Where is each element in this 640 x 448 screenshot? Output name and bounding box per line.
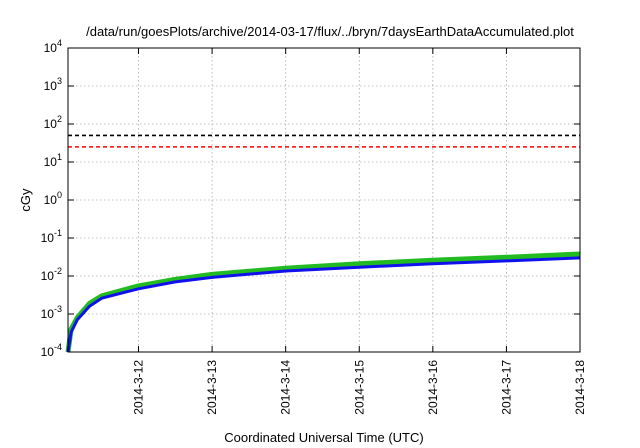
y-tick-label: 10-3 bbox=[41, 304, 62, 321]
x-tick-label: 2014-3-16 bbox=[426, 360, 440, 415]
y-tick-label: 100 bbox=[44, 190, 62, 207]
x-tick-label: 2014-3-18 bbox=[573, 360, 587, 415]
chart-title: /data/run/goesPlots/archive/2014-03-17/f… bbox=[86, 24, 574, 39]
y-tick-label: 101 bbox=[44, 152, 62, 169]
y-tick-label: 10-2 bbox=[41, 266, 62, 283]
y-tick-label: 104 bbox=[44, 38, 62, 55]
y-tick-label: 10-4 bbox=[41, 342, 62, 359]
x-tick-label: 2014-3-14 bbox=[279, 360, 293, 415]
x-tick-label: 2014-3-17 bbox=[499, 360, 513, 415]
y-tick-label: 103 bbox=[44, 76, 62, 93]
x-axis-label: Coordinated Universal Time (UTC) bbox=[224, 430, 423, 445]
y-tick-label: 102 bbox=[44, 114, 62, 131]
x-axis-ticks: 2014-3-12 2014-3-13 2014-3-14 2014-3-15 2014… bbox=[132, 48, 587, 415]
series-lines bbox=[65, 251, 581, 353]
y-axis-ticks: 10-4 10-3 10-2 10-1 100 101 102 103 104 bbox=[41, 38, 580, 359]
x-tick-label: 2014-3-12 bbox=[132, 360, 146, 415]
series-line bbox=[66, 256, 581, 353]
threshold-lines bbox=[68, 134, 580, 148]
y-tick-label: 10-1 bbox=[41, 228, 62, 245]
x-tick-label: 2014-3-15 bbox=[352, 360, 366, 415]
y-axis-label: cGy bbox=[18, 188, 33, 212]
grid bbox=[68, 48, 580, 352]
x-tick-label: 2014-3-13 bbox=[205, 360, 219, 415]
